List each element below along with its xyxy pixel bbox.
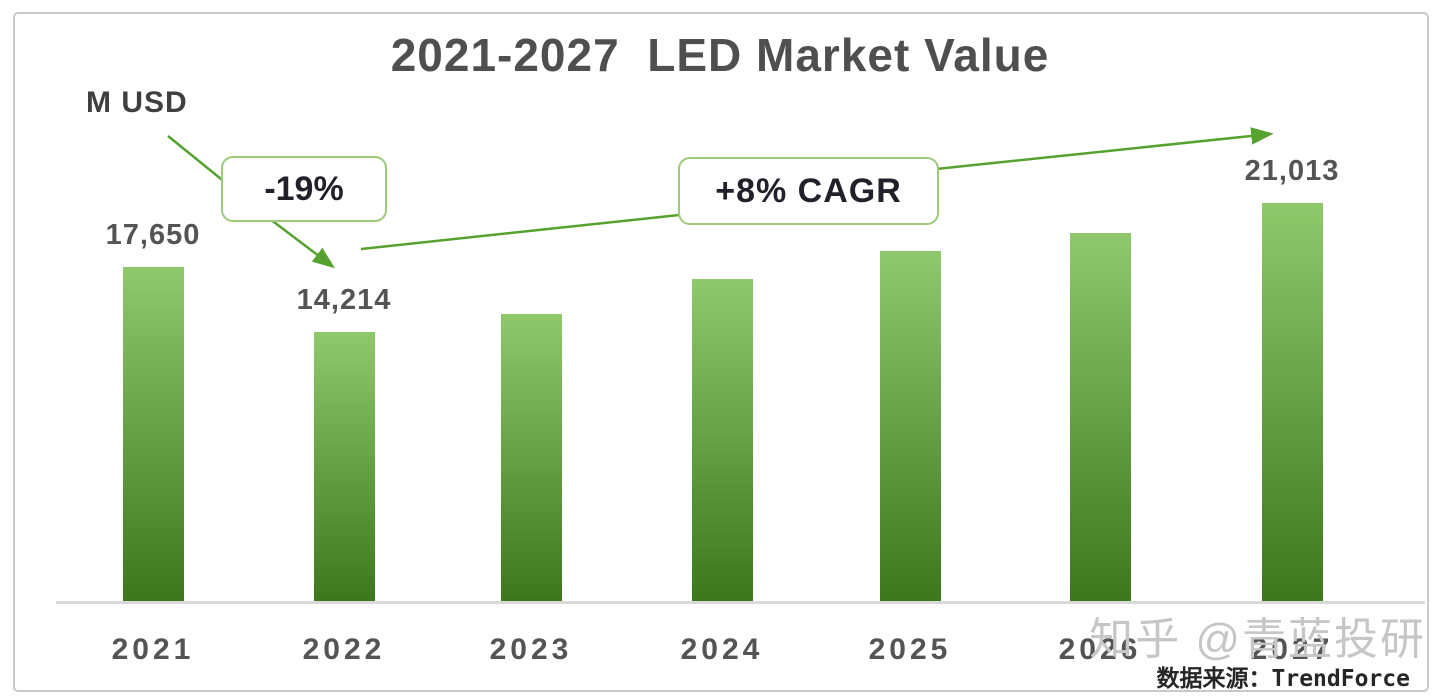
value-label-2021: 17,650 xyxy=(105,219,201,251)
value-label-2022: 14,214 xyxy=(296,284,392,316)
bar-2027 xyxy=(1261,203,1323,603)
x-axis-line xyxy=(56,601,1425,604)
bar-2026 xyxy=(1069,233,1131,603)
drop-arrow-lower-segment xyxy=(269,218,335,269)
x-tick-label-2026: 2026 xyxy=(1058,633,1142,666)
drop-arrow-upper-segment xyxy=(167,135,227,184)
watermark: 知乎 @青蓝投研 xyxy=(1089,615,1426,664)
x-tick-label-2021: 2021 xyxy=(111,633,195,666)
drop-percent-label: -19% xyxy=(264,169,344,208)
cagr-callout: +8% CAGR xyxy=(678,157,939,225)
x-tick-label-2027: 2027 xyxy=(1250,633,1334,666)
bar-2023 xyxy=(500,314,562,603)
bar-2021 xyxy=(122,267,184,603)
bar-2022 xyxy=(313,332,375,603)
page-title: 2021-2027 LED Market Value xyxy=(390,29,1050,81)
cagr-arrow-left-segment xyxy=(360,213,680,251)
bar-2024 xyxy=(691,279,753,603)
x-tick-label-2022: 2022 xyxy=(302,633,386,666)
source-credit: 数据来源：TrendForce xyxy=(1156,666,1410,692)
cagr-arrow-right-segment xyxy=(935,127,1274,171)
y-axis-unit-label: M USD xyxy=(86,86,188,119)
x-tick-label-2025: 2025 xyxy=(868,633,952,666)
cagr-label: +8% CAGR xyxy=(715,171,902,210)
drop-percent-callout: -19% xyxy=(221,156,387,222)
x-tick-label-2023: 2023 xyxy=(489,633,573,666)
value-label-2027: 21,013 xyxy=(1244,155,1340,187)
x-tick-label-2024: 2024 xyxy=(680,633,764,666)
bar-2025 xyxy=(879,251,941,603)
